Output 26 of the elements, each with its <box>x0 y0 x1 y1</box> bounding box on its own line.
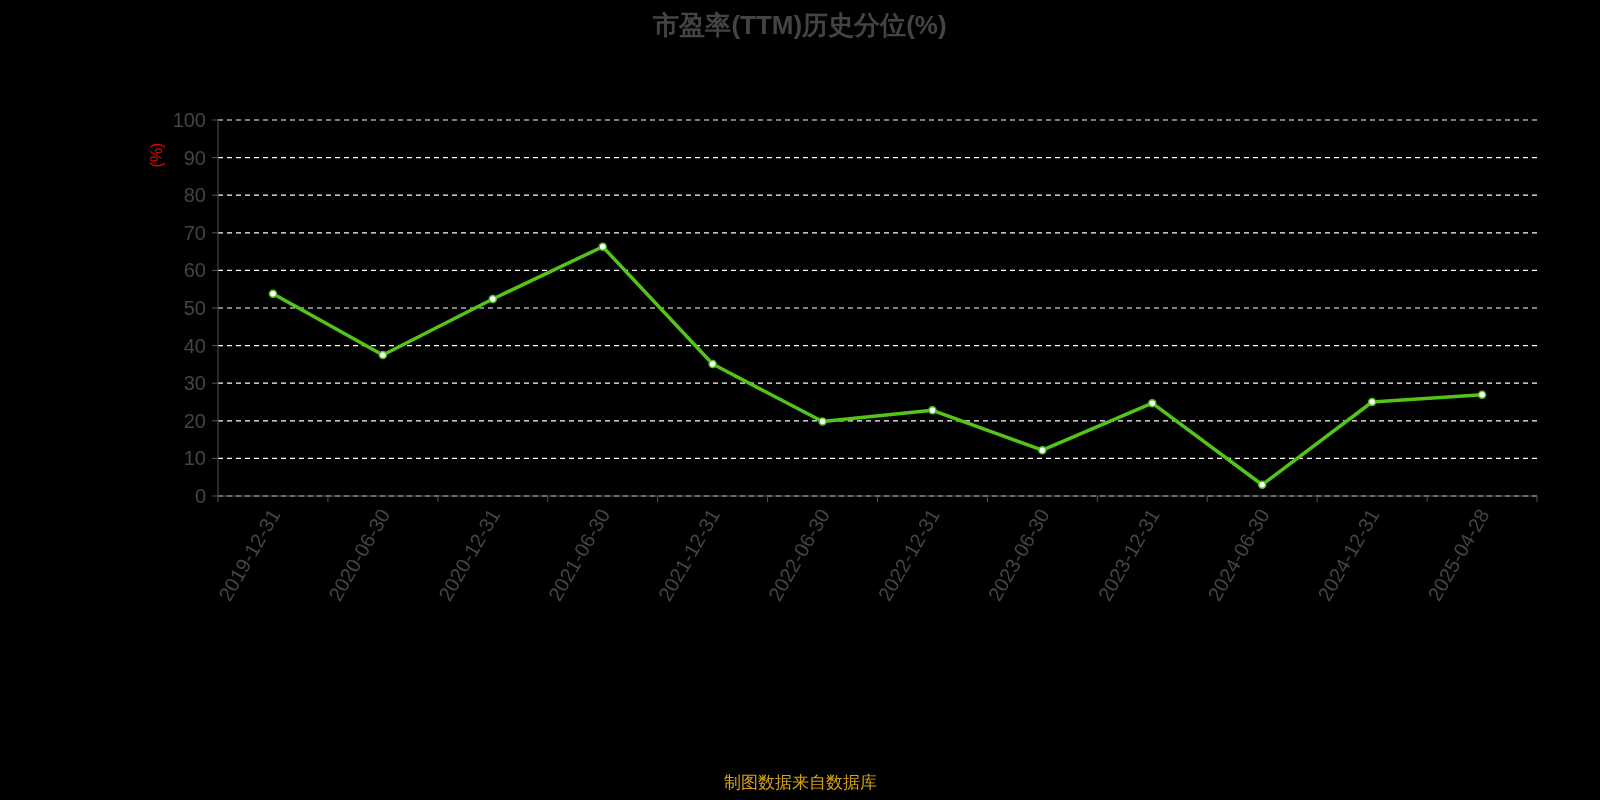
point <box>1038 445 1047 455</box>
point <box>818 417 827 426</box>
point <box>488 294 498 304</box>
y-tick-label: 100 <box>172 109 206 131</box>
chart-title: 市盈率(TTM)历史分位(%) <box>652 10 947 40</box>
y-tick-label: 30 <box>183 372 206 395</box>
y-tick-label: 20 <box>183 409 206 432</box>
y-tick-label: 50 <box>183 297 206 319</box>
y-tick-label: 70 <box>183 221 206 244</box>
y-tick-label: 60 <box>183 259 206 282</box>
y-tick-label: 10 <box>183 447 206 470</box>
point <box>1367 397 1377 407</box>
point <box>1257 480 1267 489</box>
point <box>598 242 607 251</box>
point <box>708 359 717 369</box>
y-tick-label: 0 <box>194 485 206 507</box>
point <box>1148 398 1157 408</box>
point <box>378 350 388 360</box>
y-tick-label: 80 <box>183 184 206 207</box>
text: 制图数据来自数据库 <box>723 773 877 792</box>
point <box>928 406 937 415</box>
y-tick-label: 90 <box>183 146 206 169</box>
y-axis-title: (%) <box>148 142 165 168</box>
point <box>1477 390 1487 400</box>
y-tick-label: 40 <box>183 334 206 357</box>
point <box>268 289 278 298</box>
